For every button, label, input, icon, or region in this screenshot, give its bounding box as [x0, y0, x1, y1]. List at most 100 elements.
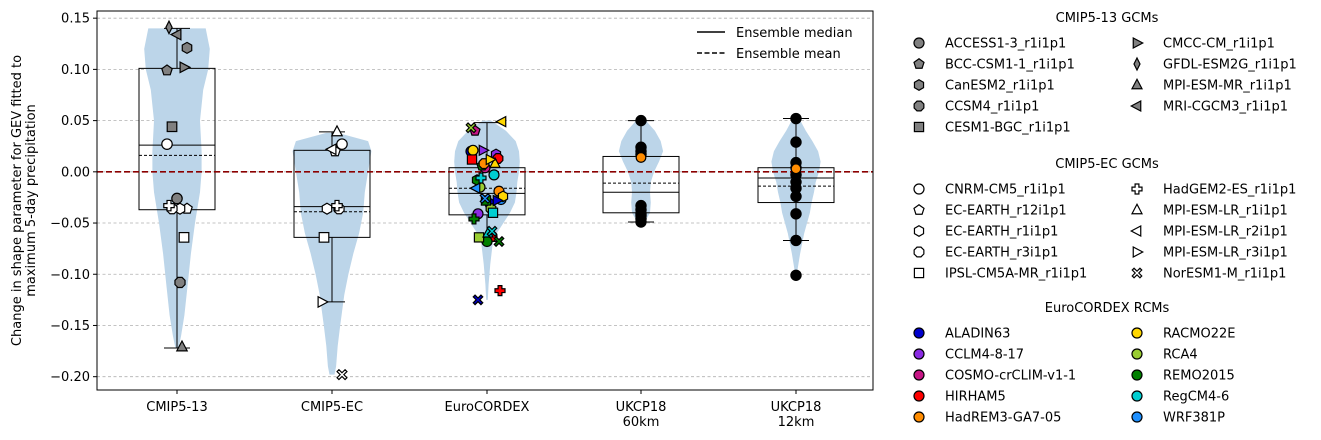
legend-marker-hadrem3-ga7-05 — [913, 411, 925, 423]
point-eurocordex-35 — [479, 192, 491, 205]
y-tick-label-0: 0.15 — [61, 12, 90, 27]
legend-label-cosmo-crclim-v1-1: COSMO-crCLIM-v1-1 — [945, 369, 1076, 384]
legend-marker-cclm4-8-17 — [913, 348, 925, 360]
y-tick-label-6: −0.15 — [50, 319, 90, 334]
legend-marker-cosmo-crclim-v1-1 — [913, 369, 925, 381]
legend-mean-label: Ensemble mean — [736, 47, 841, 62]
legend-median-label: Ensemble median — [736, 26, 853, 41]
legend-marker-cesm1-bgc-r1i1p1 — [913, 121, 925, 133]
legend-label-ccsm4-r1i1p1: CCSM4_r1i1p1 — [945, 100, 1039, 115]
point-cnrm-cm5-r1i1p1-1 — [336, 138, 348, 150]
point-ukcp-4-10 — [790, 269, 802, 281]
legend-label-wrf381p: WRF381P — [1163, 411, 1225, 426]
legend-marker-mpi-esm-mr-r1i1p1 — [1131, 77, 1143, 90]
legend-marker-ec-earth-r12i1p1 — [913, 204, 925, 215]
legend-label-rca4: RCA4 — [1163, 348, 1198, 363]
legend-marker-racmo22e — [1131, 327, 1143, 339]
point-mpi-esm-lr-r3i1p1-0 — [317, 295, 330, 309]
point-eurocordex-36 — [486, 225, 498, 237]
point-eurocordex-28 — [494, 115, 507, 128]
point-canesm2-r1i1p1-0 — [181, 41, 193, 55]
point-mpi-esm-mr-r1i1p1-0 — [175, 339, 189, 352]
legend-marker-mpi-esm-lr-r2i1p1 — [1129, 225, 1142, 237]
legend-label-hirham5: HIRHAM5 — [945, 390, 1006, 405]
y-tick-label-4: −0.05 — [50, 217, 90, 232]
x-tick-label-2-0: EuroCORDEX — [445, 400, 530, 415]
point-bcc-csm1-1-r1i1p1-0 — [161, 64, 173, 76]
point-ukcp-3-9 — [635, 216, 647, 228]
y-tick-label-5: −0.10 — [50, 268, 90, 283]
point-eurocordex-30 — [478, 144, 491, 157]
legend-label-cnrm-cm5-r1i1p1: CNRM-CM5_r1i1p1 — [945, 183, 1066, 198]
legend-label-hadrem3-ga7-05: HadREM3-GA7-05 — [945, 411, 1061, 426]
legend-marker-mri-cgcm3-r1i1p1 — [1129, 100, 1142, 112]
y-axis-label-0: Change in shape parameter for GEV fitted… — [10, 55, 25, 346]
legend-label-mri-cgcm3-r1i1p1: MRI-CGCM3_r1i1p1 — [1163, 100, 1288, 115]
legend-marker-regcm4-6 — [1131, 390, 1143, 402]
x-tick-label-0-0: CMIP5-13 — [146, 400, 207, 415]
point-eurocordex-23 — [494, 285, 506, 297]
legend-marker-ec-earth-r3i1p1 — [913, 246, 925, 258]
point-ec-earth-r1i1p1-1 — [321, 202, 333, 215]
y-tick-label-7: −0.20 — [50, 370, 90, 385]
legend-marker-cnrm-cm5-r1i1p1 — [913, 183, 925, 195]
plot-frame — [96, 10, 874, 391]
point-mpi-esm-lr-r2i1p1-0 — [324, 143, 337, 156]
legend-label-ec-earth-r3i1p1: EC-EARTH_r3i1p1 — [945, 246, 1058, 261]
point-eurocordex-24 — [468, 213, 480, 225]
legend-label-mpi-esm-lr-r1i1p1: MPI-ESM-LR_r1i1p1 — [1163, 204, 1288, 219]
point-eurocordex-25 — [475, 172, 487, 184]
legend-label-mpi-esm-mr-r1i1p1: MPI-ESM-MR_r1i1p1 — [1163, 79, 1292, 94]
legend-marker-rca4 — [1131, 348, 1143, 360]
point-ukcp-4-8 — [790, 208, 802, 220]
legend-marker-mpi-esm-lr-r1i1p1 — [1131, 202, 1143, 215]
y-axis-label-1: maximum 5-day precipitation — [24, 104, 39, 297]
point-eurocordex-32 — [492, 194, 505, 207]
legend-label-gfdl-esm2g-r1i1p1: GFDL-ESM2G_r1i1p1 — [1163, 58, 1297, 73]
legend-label-remo2015: REMO2015 — [1163, 369, 1235, 384]
legend-label-cmcc-cm-r1i1p1: CMCC-CM_r1i1p1 — [1163, 37, 1275, 52]
legend-label-canesm2-r1i1p1: CanESM2_r1i1p1 — [945, 79, 1055, 94]
point-ccsm4-r1i1p1-0 — [174, 276, 186, 289]
legend-marker-cmcc-cm-r1i1p1 — [1132, 37, 1145, 49]
plot-area — [97, 17, 873, 381]
point-mpi-esm-lr-r1i1p1-0 — [330, 124, 344, 137]
legend-label-hadgem2-es-r1i1p1: HadGEM2-ES_r1i1p1 — [1163, 183, 1296, 198]
point-access1-3-r1i1p1-0 — [171, 192, 183, 205]
legend-label-noresm1-m-r1i1p1: NorESM1-M_r1i1p1 — [1163, 267, 1286, 282]
legend-marker-access1-3-r1i1p1 — [913, 37, 925, 49]
legend-label-access1-3-r1i1p1: ACCESS1-3_r1i1p1 — [945, 37, 1066, 52]
point-eurocordex-37 — [493, 235, 505, 248]
point-ukcp-3-0 — [635, 114, 647, 127]
point-ukcp-4-1 — [790, 136, 802, 148]
legend-marker-ipsl-cm5a-mr-r1i1p1 — [913, 267, 925, 279]
point-mri-cgcm3-r1i1p1-0 — [169, 28, 182, 41]
legend-marker-aladin63 — [913, 327, 925, 339]
point-ukcp-highlight-3 — [635, 152, 647, 163]
legend-label-ipsl-cm5a-mr-r1i1p1: IPSL-CM5A-MR_r1i1p1 — [945, 267, 1087, 282]
legend-marker-ec-earth-r1i1p1 — [913, 225, 925, 237]
legend-marker-canesm2-r1i1p1 — [913, 79, 925, 91]
point-eurocordex-19 — [466, 154, 478, 165]
point-hadgem2-es-r1i1p1-0 — [163, 199, 175, 212]
legend-label-bcc-csm1-1-r1i1p1: BCC-CSM1-1_r1i1p1 — [945, 58, 1075, 73]
legend-marker-gfdl-esm2g-r1i1p1 — [1133, 56, 1141, 72]
axes: 0.15 0.10 0.05 0.00 −0.05 −0.10 −0.15 −0.20 CMIP… — [10, 10, 874, 430]
legend-label-mpi-esm-lr-r3i1p1: MPI-ESM-LR_r3i1p1 — [1163, 246, 1288, 261]
y-tick-label-2: 0.05 — [61, 114, 90, 129]
violin-0 — [144, 28, 210, 349]
point-eurocordex-5 — [467, 144, 479, 156]
point-eurocordex-27 — [489, 156, 501, 168]
point-cesm1-bgc-r1i1p1-0 — [166, 121, 178, 133]
point-ukcp-4-0 — [790, 112, 802, 125]
legend-group-title-1: CMIP5-EC GCMs — [1055, 157, 1159, 172]
point-ukcp-4-7 — [790, 190, 802, 203]
point-eurocordex-8 — [488, 169, 500, 181]
legend-label-aladin63: ALADIN63 — [945, 327, 1010, 342]
legend-marker-hirham5 — [913, 390, 925, 402]
legend-marker-bcc-csm1-1-r1i1p1 — [913, 58, 925, 69]
x-tick-label-4-1: 12km — [778, 415, 815, 430]
legend-marker-wrf381p — [1131, 411, 1143, 423]
legend-label-racmo22e: RACMO22E — [1163, 327, 1235, 342]
legend-group-title-2: EuroCORDEX RCMs — [1045, 301, 1170, 316]
